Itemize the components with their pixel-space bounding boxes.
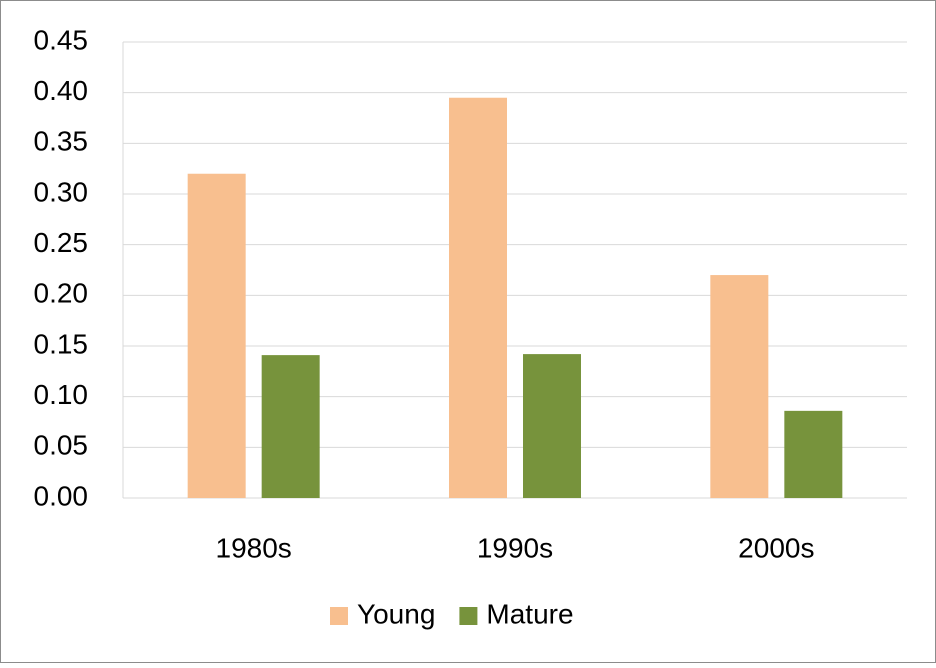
legend-label: Mature — [486, 598, 573, 629]
y-tick-label: 0.10 — [34, 379, 89, 410]
y-tick-label: 0.35 — [34, 126, 89, 157]
x-tick-label: 1990s — [477, 532, 553, 563]
bar — [523, 354, 581, 498]
y-tick-label: 0.25 — [34, 227, 89, 258]
x-tick-label: 1980s — [216, 532, 292, 563]
y-tick-label: 0.15 — [34, 328, 89, 359]
bar — [187, 173, 246, 498]
bar — [261, 355, 320, 498]
bar — [710, 275, 769, 498]
bar — [784, 410, 843, 498]
x-tick-label: 2000s — [738, 532, 814, 563]
y-tick-label: 0.30 — [34, 176, 89, 207]
y-tick-label: 0.05 — [34, 430, 89, 461]
legend-swatch — [459, 607, 478, 625]
bar — [449, 97, 507, 498]
y-tick-label: 0.45 — [34, 24, 89, 55]
y-tick-label: 0.40 — [34, 75, 89, 106]
y-tick-label: 0.20 — [34, 278, 89, 309]
legend-swatch — [330, 607, 348, 625]
legend-label: Young — [357, 598, 435, 629]
y-tick-label: 0.00 — [34, 480, 89, 511]
